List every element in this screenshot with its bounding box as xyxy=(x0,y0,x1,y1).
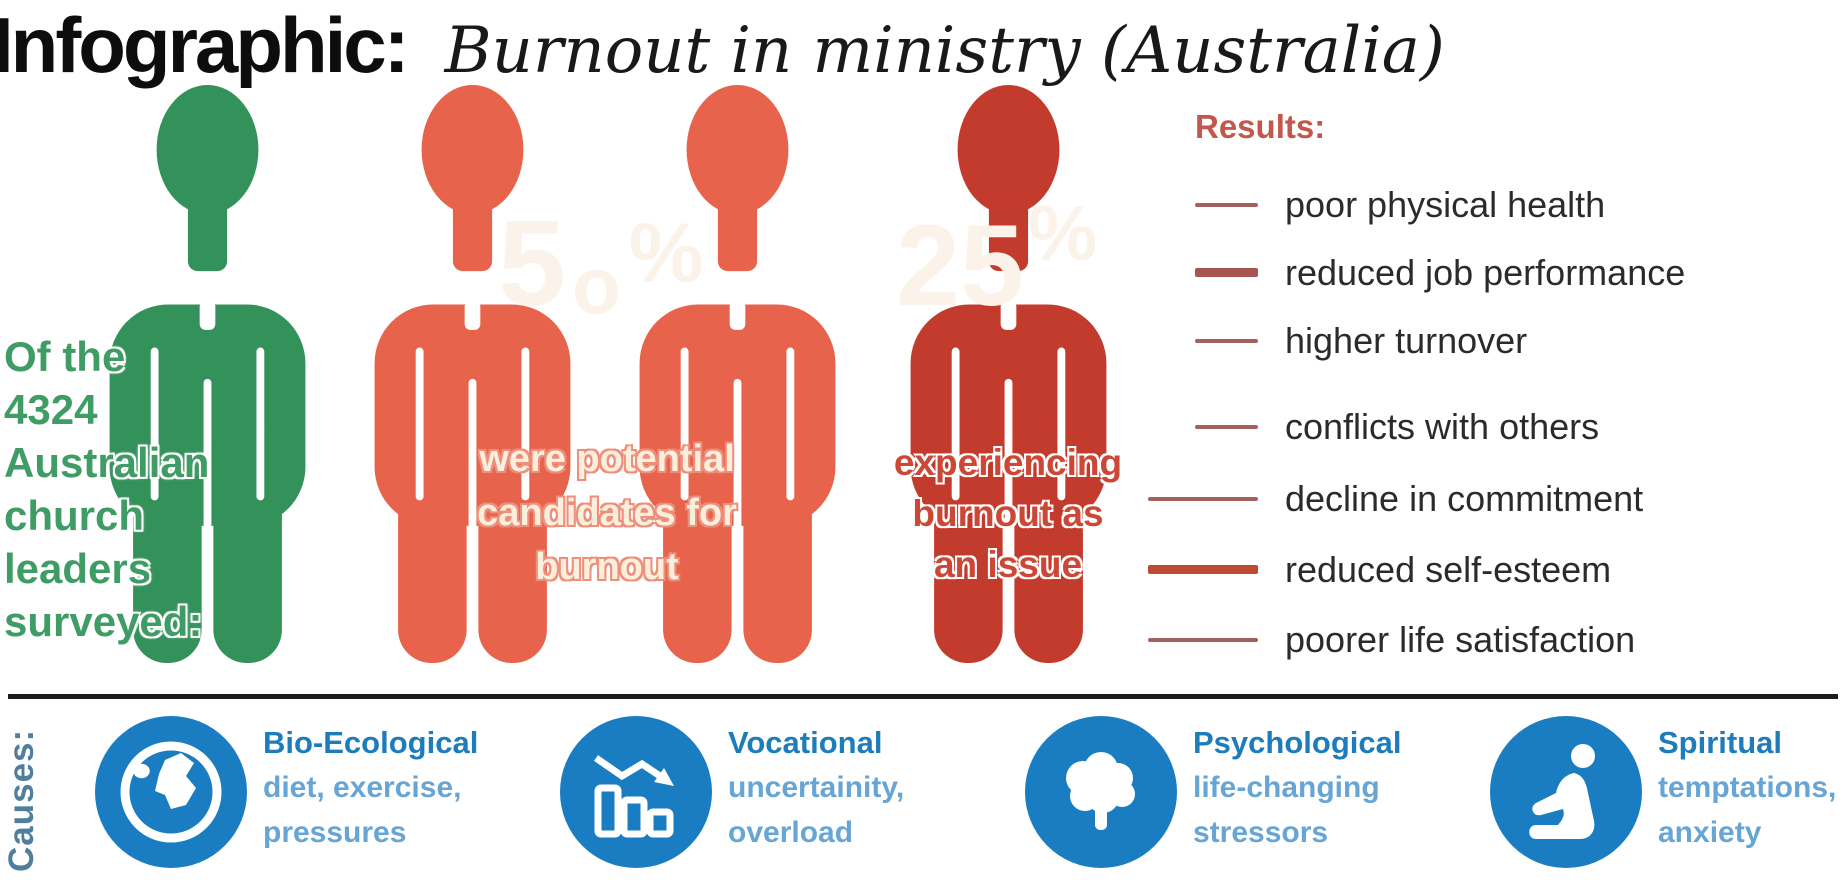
caption-line: experiencing xyxy=(893,442,1123,483)
dash-line xyxy=(1195,339,1258,343)
globe-icon xyxy=(120,741,222,843)
result-label: poor physical health xyxy=(1285,184,1606,225)
person-figure-orange-1 xyxy=(355,85,590,663)
bar-chart-decline-icon xyxy=(594,755,674,838)
stat-25-digits: 25 xyxy=(896,202,1024,330)
cause-line: anxiety xyxy=(1658,816,1762,849)
result-item: conflicts with others xyxy=(1148,407,1846,447)
stat-50-digit-small: o xyxy=(571,241,621,330)
title-prefix: Infographic: xyxy=(0,1,410,89)
causes-heading: Causes: xyxy=(2,728,41,872)
page-title: Infographic: Burnout in ministry (Austral… xyxy=(0,0,1445,91)
dash-line xyxy=(1148,638,1258,642)
caption-line: burnout xyxy=(535,546,679,588)
results-heading: Results: xyxy=(1195,108,1326,145)
cause-circle-bio-ecological xyxy=(95,716,247,868)
result-item: reduced job performance xyxy=(1148,253,1846,293)
cause-title: Spiritual xyxy=(1658,725,1783,760)
cause-line: stressors xyxy=(1193,816,1329,849)
survey-intro-text: Of the 4324 Australian church leaders su… xyxy=(4,330,254,648)
intro-line: 4324 xyxy=(4,386,98,433)
cause-line: uncertainity, xyxy=(728,771,905,804)
caption-line: burnout as xyxy=(912,493,1104,534)
cause-title: Vocational xyxy=(728,725,883,760)
result-label: reduced job performance xyxy=(1285,252,1686,293)
brain-icon xyxy=(1066,752,1135,830)
intro-line: surveyed: xyxy=(4,598,203,645)
cause-line: pressures xyxy=(263,816,407,849)
caption-line: candidates for xyxy=(477,492,737,534)
person-icon xyxy=(374,85,571,663)
cause-line: life-changing xyxy=(1193,771,1380,804)
cause-vocational: Vocational uncertainity, overload xyxy=(728,720,958,855)
stat-25-caption: experiencing burnout as an issue xyxy=(860,437,1156,590)
result-item: poorer life satisfaction xyxy=(1148,620,1846,660)
cause-line: overload xyxy=(728,816,854,849)
dash-line xyxy=(1195,425,1258,429)
intro-line: Of the xyxy=(4,333,126,380)
result-label: higher turnover xyxy=(1285,320,1528,361)
cause-bio-ecological: Bio-Ecological diet, exercise, pressures xyxy=(263,720,493,855)
result-item: reduced self-esteem xyxy=(1148,550,1846,590)
praying-person-icon xyxy=(1529,744,1595,839)
result-item: decline in commitment xyxy=(1148,479,1846,519)
cause-line: diet, exercise, xyxy=(263,771,462,804)
result-label: reduced self-esteem xyxy=(1285,549,1612,590)
person-icon xyxy=(109,85,306,663)
dash-line xyxy=(1148,497,1258,501)
stat-50-caption: were potential candidates for burnout xyxy=(440,432,774,594)
result-item: higher turnover xyxy=(1148,321,1846,361)
cause-circle-spiritual xyxy=(1490,716,1642,868)
cause-circle-psychological xyxy=(1025,716,1177,868)
result-item: poor physical health xyxy=(1148,185,1846,225)
intro-line: church xyxy=(4,492,145,539)
intro-line: Australian xyxy=(4,439,210,486)
person-figure-red xyxy=(891,85,1126,663)
intro-line: leaders xyxy=(4,545,152,592)
cause-circle-vocational xyxy=(560,716,712,868)
result-label: conflicts with others xyxy=(1285,406,1600,447)
stat-50-digit: 5 xyxy=(498,195,566,331)
result-label: decline in commitment xyxy=(1285,478,1644,519)
cause-line: temptations, xyxy=(1658,771,1837,804)
person-figure-orange-2 xyxy=(620,85,855,663)
stat-50-percent: 5 o % xyxy=(498,195,704,331)
person-icon xyxy=(910,85,1107,663)
person-icon xyxy=(639,85,836,663)
stat-25-percent: 25 % xyxy=(896,189,1098,330)
cause-psychological: Psychological life-changing stressors xyxy=(1193,720,1423,855)
cause-title: Bio-Ecological xyxy=(263,725,479,760)
caption-line: an issue xyxy=(933,544,1083,585)
dash-line xyxy=(1195,203,1258,207)
percent-sign: % xyxy=(628,206,704,300)
dash-line xyxy=(1148,565,1258,574)
cause-title: Psychological xyxy=(1193,725,1402,760)
percent-sign: % xyxy=(1027,189,1098,277)
person-figure-green xyxy=(90,85,325,663)
caption-line: were potential xyxy=(479,438,735,480)
result-label: poorer life satisfaction xyxy=(1285,619,1636,660)
title-main: Burnout in ministry (Australia) xyxy=(444,14,1445,88)
dash-line xyxy=(1195,268,1258,277)
cause-spiritual: Spiritual temptations, anxiety xyxy=(1658,720,1846,855)
section-divider xyxy=(8,694,1838,699)
